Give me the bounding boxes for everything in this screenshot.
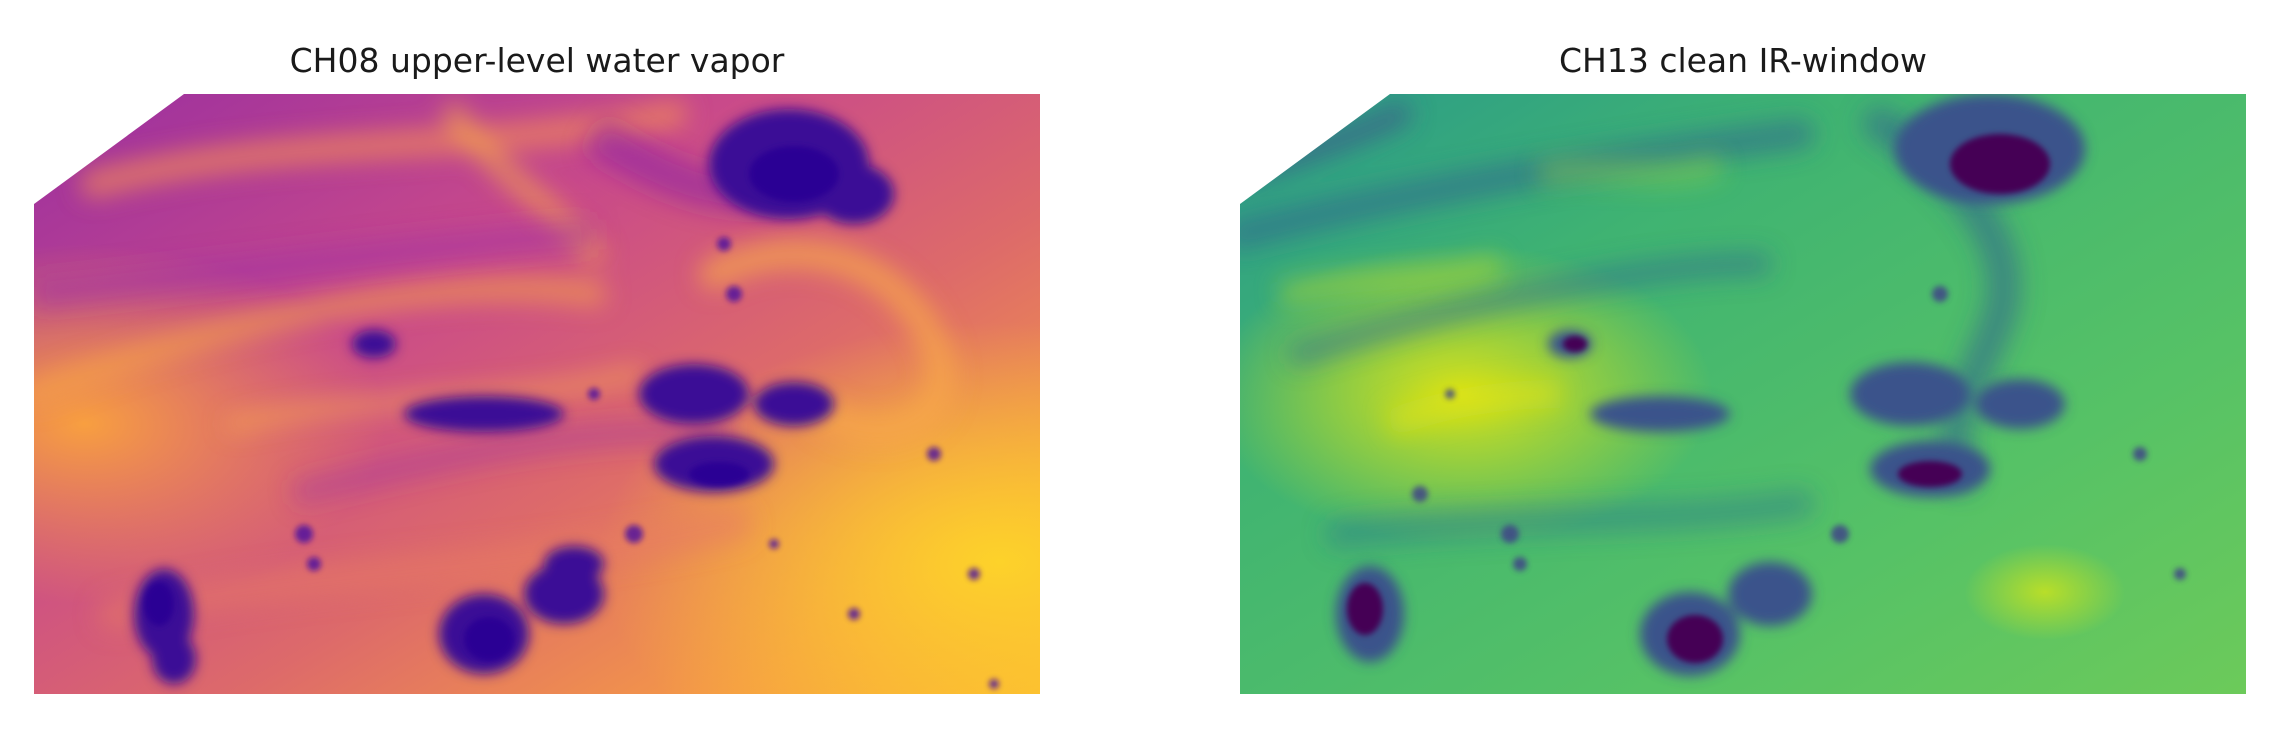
panel-title-ch13: CH13 clean IR-window — [1558, 41, 1927, 80]
satellite-image-ch13 — [1240, 94, 2246, 694]
panel-title-ch08: CH08 upper-level water vapor — [289, 41, 785, 80]
satellite-image-ch08 — [34, 94, 1040, 694]
